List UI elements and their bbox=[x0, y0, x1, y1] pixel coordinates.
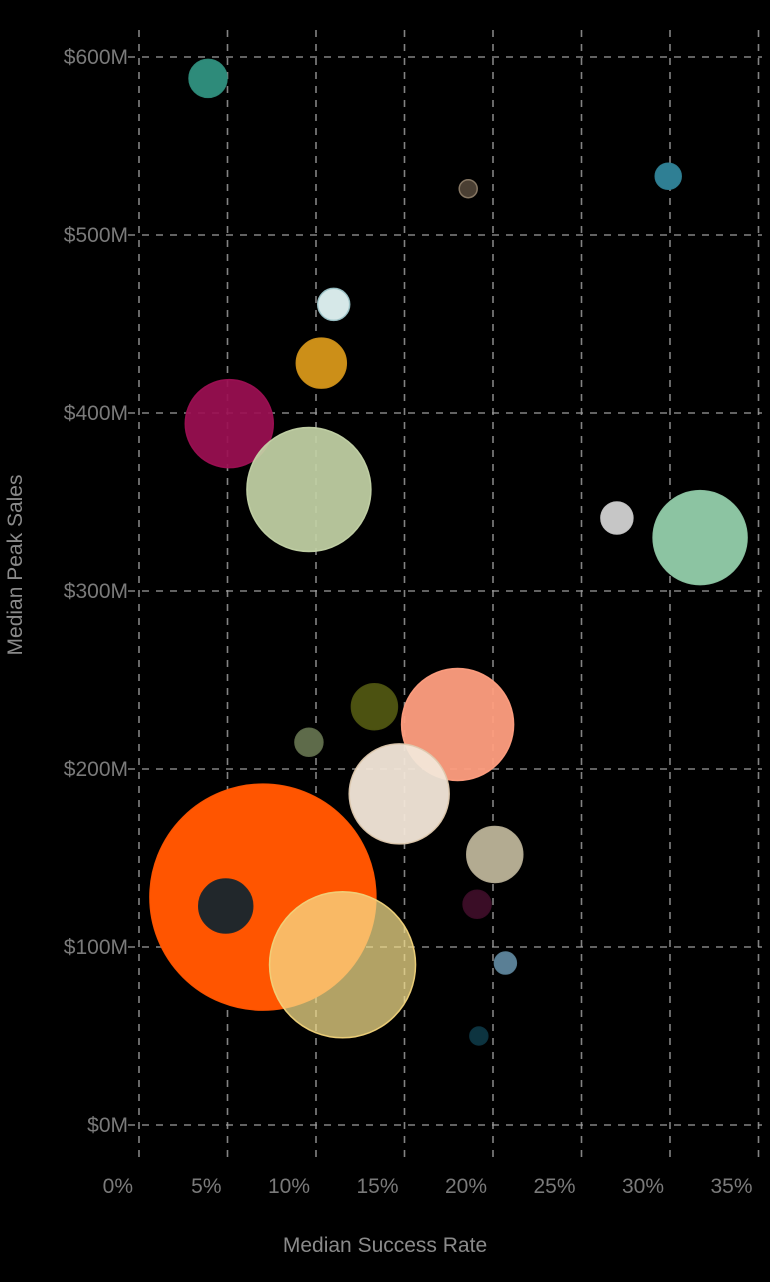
bubble-point[interactable] bbox=[652, 489, 748, 586]
x-tick-label: 30% bbox=[622, 1175, 664, 1198]
y-tick-label: $600M bbox=[64, 46, 128, 69]
bubble-point[interactable] bbox=[469, 1026, 489, 1046]
x-axis-title: Median Success Rate bbox=[283, 1234, 487, 1257]
y-tick-label: $0M bbox=[87, 1114, 128, 1137]
y-tick-label: $400M bbox=[64, 402, 128, 425]
bubble-point[interactable] bbox=[268, 891, 417, 1039]
x-tick-label: 0% bbox=[103, 1175, 133, 1198]
bubble-series bbox=[149, 58, 748, 1046]
y-tick-label: $500M bbox=[64, 224, 128, 247]
x-gridlines bbox=[138, 30, 760, 1160]
bubble-point[interactable] bbox=[295, 337, 348, 389]
bubble-point[interactable] bbox=[493, 951, 518, 975]
bubble-point[interactable] bbox=[462, 889, 492, 920]
y-tick-label: $200M bbox=[64, 758, 128, 781]
bubble-point[interactable] bbox=[294, 727, 324, 758]
x-tick-label: 20% bbox=[445, 1175, 487, 1198]
x-tick-label: 25% bbox=[533, 1175, 575, 1198]
bubble-point[interactable] bbox=[246, 426, 372, 553]
bubble-point[interactable] bbox=[348, 743, 450, 845]
x-tick-labels: 0% 5% 10% 15% 20% 25% 30% 35% bbox=[103, 1175, 753, 1198]
bubble-point[interactable] bbox=[400, 667, 515, 782]
bubble-point[interactable] bbox=[600, 501, 634, 535]
y-tick-label: $300M bbox=[64, 580, 128, 603]
bubble-point[interactable] bbox=[188, 58, 228, 99]
bubble-point[interactable] bbox=[466, 825, 524, 884]
bubble-point[interactable] bbox=[458, 178, 478, 199]
x-tick-label: 5% bbox=[191, 1175, 221, 1198]
x-tick-label: 10% bbox=[268, 1175, 310, 1198]
bubble-point[interactable] bbox=[350, 682, 399, 731]
y-tick-label: $100M bbox=[64, 936, 128, 959]
bubble-point[interactable] bbox=[316, 287, 351, 322]
bubble-point[interactable] bbox=[197, 878, 254, 934]
bubble-point[interactable] bbox=[184, 378, 275, 469]
y-axis-title: Median Peak Sales bbox=[4, 475, 27, 656]
x-tick-label: 15% bbox=[356, 1175, 398, 1198]
bubble-point[interactable] bbox=[654, 162, 682, 191]
x-tick-label: 35% bbox=[710, 1175, 752, 1198]
y-tick-labels: $0M $100M $200M $300M $400M $500M $600M bbox=[64, 46, 128, 1137]
